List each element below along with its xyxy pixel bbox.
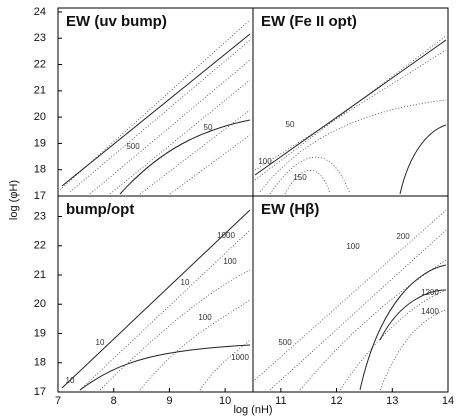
x-tick-label: 7 [55,395,61,407]
y-tick-label: 17 [34,190,46,202]
y-tick-label: 23 [34,32,46,44]
contour-label: 10 [181,278,190,287]
contour-label: 50 [204,123,213,132]
panel-frame [252,195,449,393]
contour-label: 500 [278,338,292,347]
x-tick-label: 12 [330,395,342,407]
y-tick-label: 19 [34,137,46,149]
contour-label: 1400 [421,307,439,316]
contour-label: 50 [286,120,295,129]
contour-label: 200 [396,232,410,241]
y-tick-label: 24 [34,6,46,18]
contour [61,33,251,195]
panel-frame [57,195,254,393]
y-tick-label: 18 [34,357,46,369]
contour [61,209,251,391]
x-tick-label: 11 [275,395,286,407]
y-tick-label: 22 [34,58,46,70]
y-tick-label: 18 [34,164,46,176]
panel-frame [252,7,449,197]
y-tick-label: 17 [34,386,46,398]
contour-label: 10 [66,376,75,385]
panel-title: EW (uv bump) [66,13,167,30]
contour-label: 1000 [231,353,249,362]
x-tick-label: 8 [111,395,117,407]
contour-lines [59,19,447,391]
x-tick-label: 9 [166,395,172,407]
panel-title: EW (Fe II opt) [261,13,357,30]
y-tick-label: 20 [34,111,46,123]
x-tick-label: 13 [386,395,398,407]
contour-label: 100 [346,242,360,251]
contour-label: 100 [198,313,212,322]
y-tick-label: 21 [34,85,46,97]
contour-label: 1200 [421,288,439,297]
contour [254,209,447,391]
contour [59,19,251,195]
contour-label: 150 [293,173,307,182]
x-tick-label: 14 [442,395,454,407]
contour-label: 1000 [217,231,235,240]
contour-label: 500 [126,142,140,151]
contour [79,229,251,391]
y-tick-label: 21 [34,269,46,281]
y-axis-label: log (φH) [8,180,20,220]
panel-title: EW (Hβ) [261,201,319,218]
contour-label: 10 [96,338,105,347]
x-axis-label: log (nH) [233,404,272,416]
contour [254,39,447,195]
panel-title: bump/opt [66,201,134,218]
contour-label: 100 [258,157,272,166]
y-tick-label: 19 [34,327,46,339]
y-tick-label: 23 [34,210,46,222]
y-tick-label: 22 [34,240,46,252]
panel-frame [57,7,254,197]
contour [359,264,447,391]
x-tick-label: 10 [219,395,231,407]
y-tick-label: 20 [34,298,46,310]
contour-label: 100 [223,257,237,266]
